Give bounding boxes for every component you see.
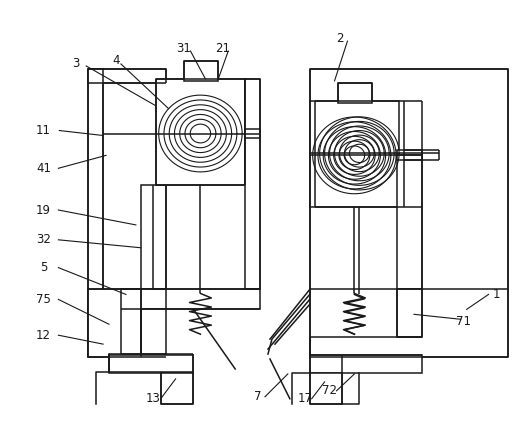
Text: 72: 72 xyxy=(322,384,337,397)
Bar xyxy=(397,289,422,337)
Text: 3: 3 xyxy=(72,57,80,70)
Bar xyxy=(88,69,166,83)
Bar xyxy=(309,373,342,404)
Bar xyxy=(141,309,166,357)
Text: 21: 21 xyxy=(215,42,230,54)
Text: 71: 71 xyxy=(456,315,471,328)
Bar xyxy=(161,373,194,404)
Text: 41: 41 xyxy=(36,162,51,175)
Bar xyxy=(109,355,194,373)
Text: 17: 17 xyxy=(297,392,312,405)
Text: 5: 5 xyxy=(40,261,47,274)
Text: 2: 2 xyxy=(336,32,343,45)
Bar xyxy=(156,79,245,185)
Bar xyxy=(309,355,422,373)
Bar xyxy=(245,79,260,289)
Text: 19: 19 xyxy=(36,203,51,216)
Bar xyxy=(88,69,103,357)
Bar xyxy=(338,83,372,103)
Text: 31: 31 xyxy=(176,42,191,54)
Bar xyxy=(397,150,422,160)
Text: 7: 7 xyxy=(254,390,262,403)
Bar xyxy=(121,289,260,309)
Text: 13: 13 xyxy=(145,392,160,405)
Text: 1: 1 xyxy=(492,288,500,301)
Text: 12: 12 xyxy=(36,329,51,342)
Bar xyxy=(245,129,260,138)
Text: 32: 32 xyxy=(36,233,51,246)
Text: 75: 75 xyxy=(36,293,51,306)
Bar xyxy=(88,289,141,357)
Bar xyxy=(397,155,422,289)
Bar xyxy=(309,69,508,357)
Bar xyxy=(309,101,399,207)
Bar xyxy=(184,61,218,81)
Bar xyxy=(141,185,166,289)
Text: 4: 4 xyxy=(112,54,120,68)
Text: 11: 11 xyxy=(36,124,51,137)
